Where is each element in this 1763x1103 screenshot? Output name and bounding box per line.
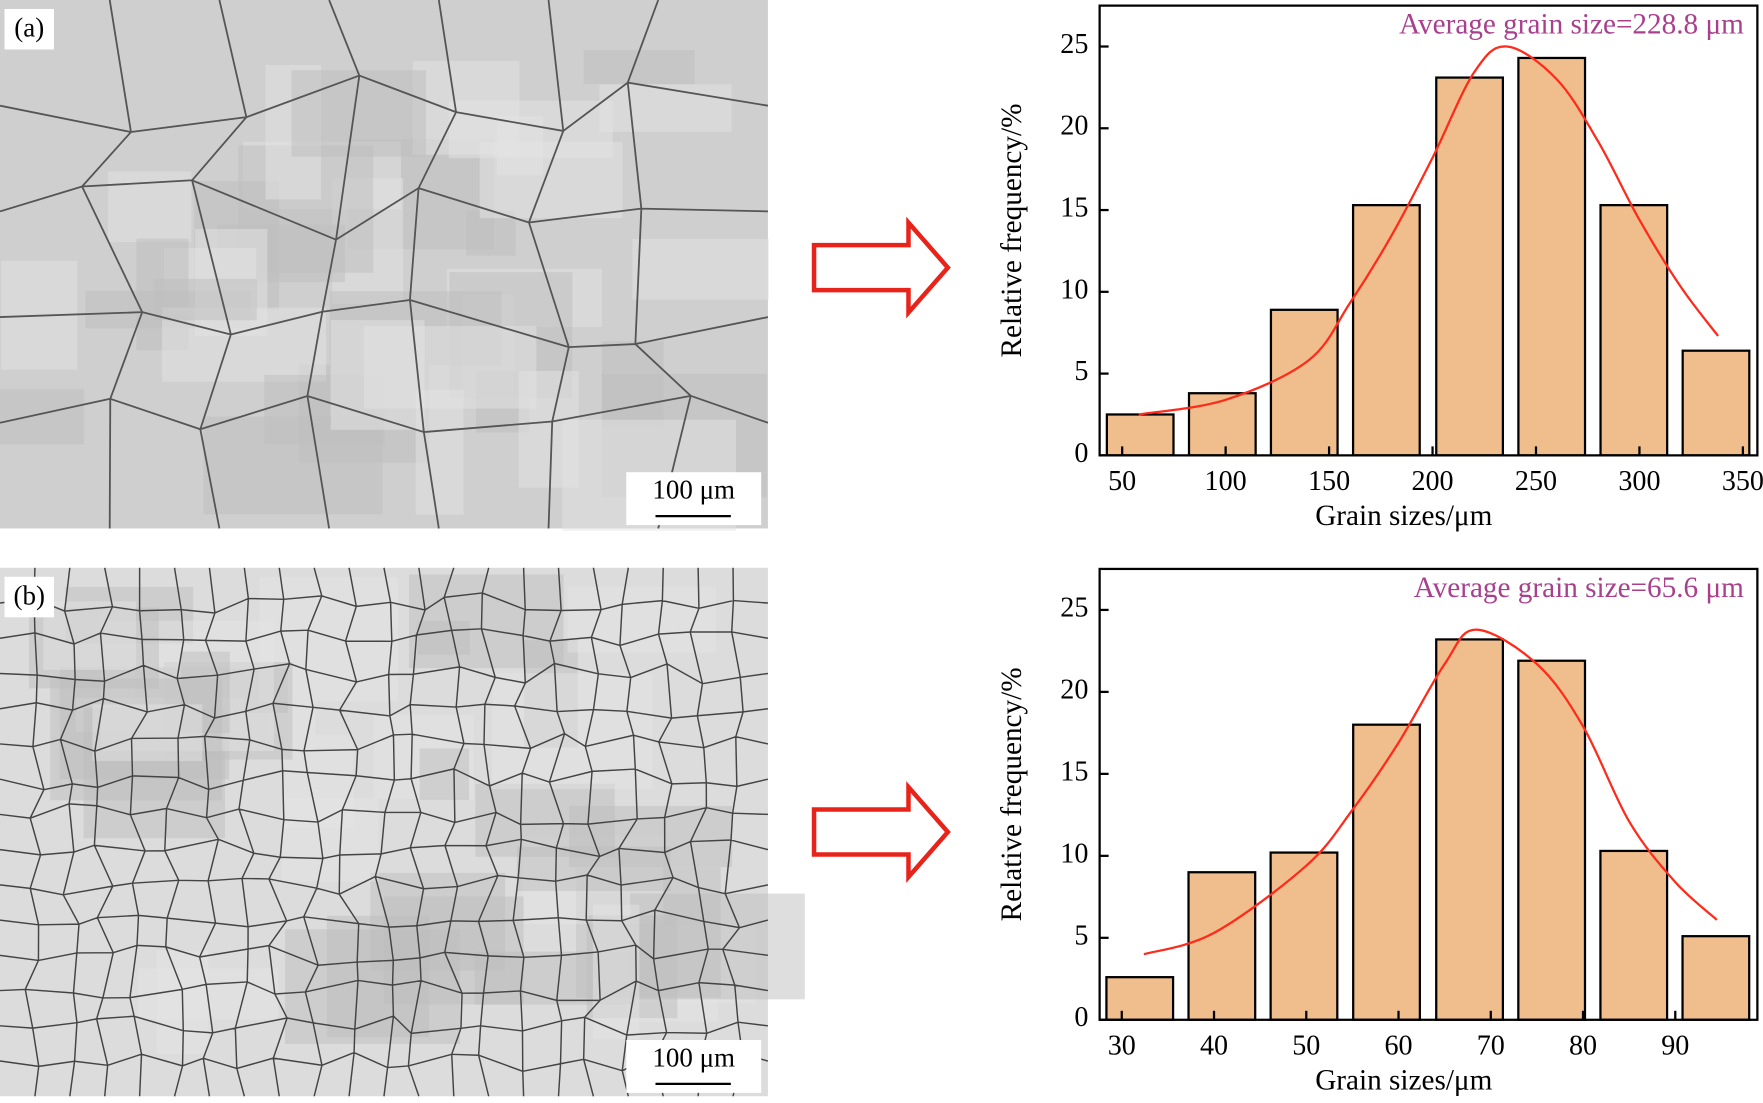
- x-tick-label: 80: [1569, 1030, 1597, 1061]
- arrow: [811, 216, 951, 883]
- bar: [1681, 349, 1751, 457]
- y-tick-label: 25: [1060, 592, 1088, 623]
- grain-boundaries: [0, 0, 769, 529]
- micrograph-shade: [479, 141, 623, 219]
- x-tick-label: 40: [1200, 1030, 1228, 1061]
- bar: [1187, 871, 1257, 1021]
- bar: [1269, 308, 1339, 457]
- bar: [1517, 56, 1587, 457]
- y-tick-label: 15: [1060, 756, 1088, 787]
- micrograph-shade: [632, 238, 769, 300]
- y-axis-label: Relative frequency/%: [996, 104, 1028, 358]
- y-tick-label: 20: [1060, 111, 1088, 142]
- micrograph-shade: [330, 320, 425, 430]
- scale-bar-label: 100 μm: [652, 1042, 735, 1072]
- bar: [1269, 851, 1339, 1021]
- bar: [1435, 638, 1505, 1021]
- label-box: [4, 576, 54, 618]
- bar: [1681, 935, 1751, 1021]
- x-tick-label: 100: [1205, 466, 1247, 497]
- micrograph-shade: [326, 915, 430, 1038]
- x-tick-label: 90: [1661, 1030, 1689, 1061]
- y-axis-label: Relative frequency/%: [996, 667, 1028, 921]
- micrograph-shade: [599, 84, 732, 132]
- x-tick-label: 60: [1384, 1030, 1412, 1061]
- x-axis-label: Grain sizes/μm: [1315, 1064, 1492, 1096]
- bar: [1351, 204, 1421, 457]
- panel-label: (b): [14, 580, 45, 610]
- x-axis-label: Grain sizes/μm: [1315, 500, 1492, 532]
- chart-title: Average grain size=65.6 μm: [1414, 572, 1744, 604]
- y-tick-label: 5: [1074, 356, 1088, 387]
- y-tick-label: 20: [1060, 674, 1088, 705]
- y-tick-label: 5: [1074, 920, 1088, 951]
- y-tick-label: 10: [1060, 838, 1088, 869]
- y-tick-label: 10: [1060, 274, 1088, 305]
- micrograph-shade: [203, 416, 383, 515]
- micrograph-shade: [419, 748, 470, 800]
- bar: [1352, 723, 1421, 1021]
- micrograph-shade: [281, 798, 379, 882]
- x-tick-label: 200: [1411, 466, 1453, 497]
- bar: [1187, 392, 1257, 457]
- micrograph-shade: [153, 278, 257, 321]
- y-tick-label: 15: [1060, 193, 1088, 224]
- chart-title: Average grain size=228.8 μm: [1399, 9, 1744, 41]
- label-box: [4, 8, 54, 50]
- bar: [1105, 976, 1175, 1021]
- bar: [1599, 849, 1669, 1021]
- micrograph-shade: [417, 620, 470, 655]
- plot-frame: [1098, 567, 1759, 1021]
- x-tick-label: 250: [1515, 466, 1557, 497]
- plot-frame: [1098, 4, 1759, 457]
- fit-curve: [1138, 45, 1719, 416]
- x-tick-label: 70: [1477, 1030, 1505, 1061]
- x-tick-label: 350: [1722, 466, 1763, 497]
- x-tick-label: 50: [1292, 1030, 1320, 1061]
- bar: [1435, 76, 1505, 457]
- y-tick-label: 25: [1060, 29, 1088, 60]
- micrograph-shade: [592, 904, 640, 1039]
- micrograph-shade: [43, 601, 137, 670]
- micrograph-shade: [92, 704, 203, 762]
- fit-curve: [1143, 628, 1718, 956]
- bar: [1105, 413, 1175, 457]
- y-tick-label: 0: [1074, 438, 1088, 469]
- micrograph-shade: [0, 389, 85, 445]
- micrograph-shade: [567, 586, 717, 653]
- x-tick-label: 50: [1108, 466, 1136, 497]
- panel-label: (a): [14, 13, 44, 43]
- scale-bar-label: 100 μm: [652, 475, 735, 505]
- x-tick-label: 150: [1308, 466, 1350, 497]
- micrograph-shade: [583, 50, 695, 85]
- bar: [1599, 204, 1669, 457]
- x-tick-label: 300: [1618, 466, 1660, 497]
- bar: [1517, 659, 1587, 1021]
- x-tick-label: 30: [1108, 1030, 1136, 1061]
- y-tick-label: 0: [1074, 1002, 1088, 1033]
